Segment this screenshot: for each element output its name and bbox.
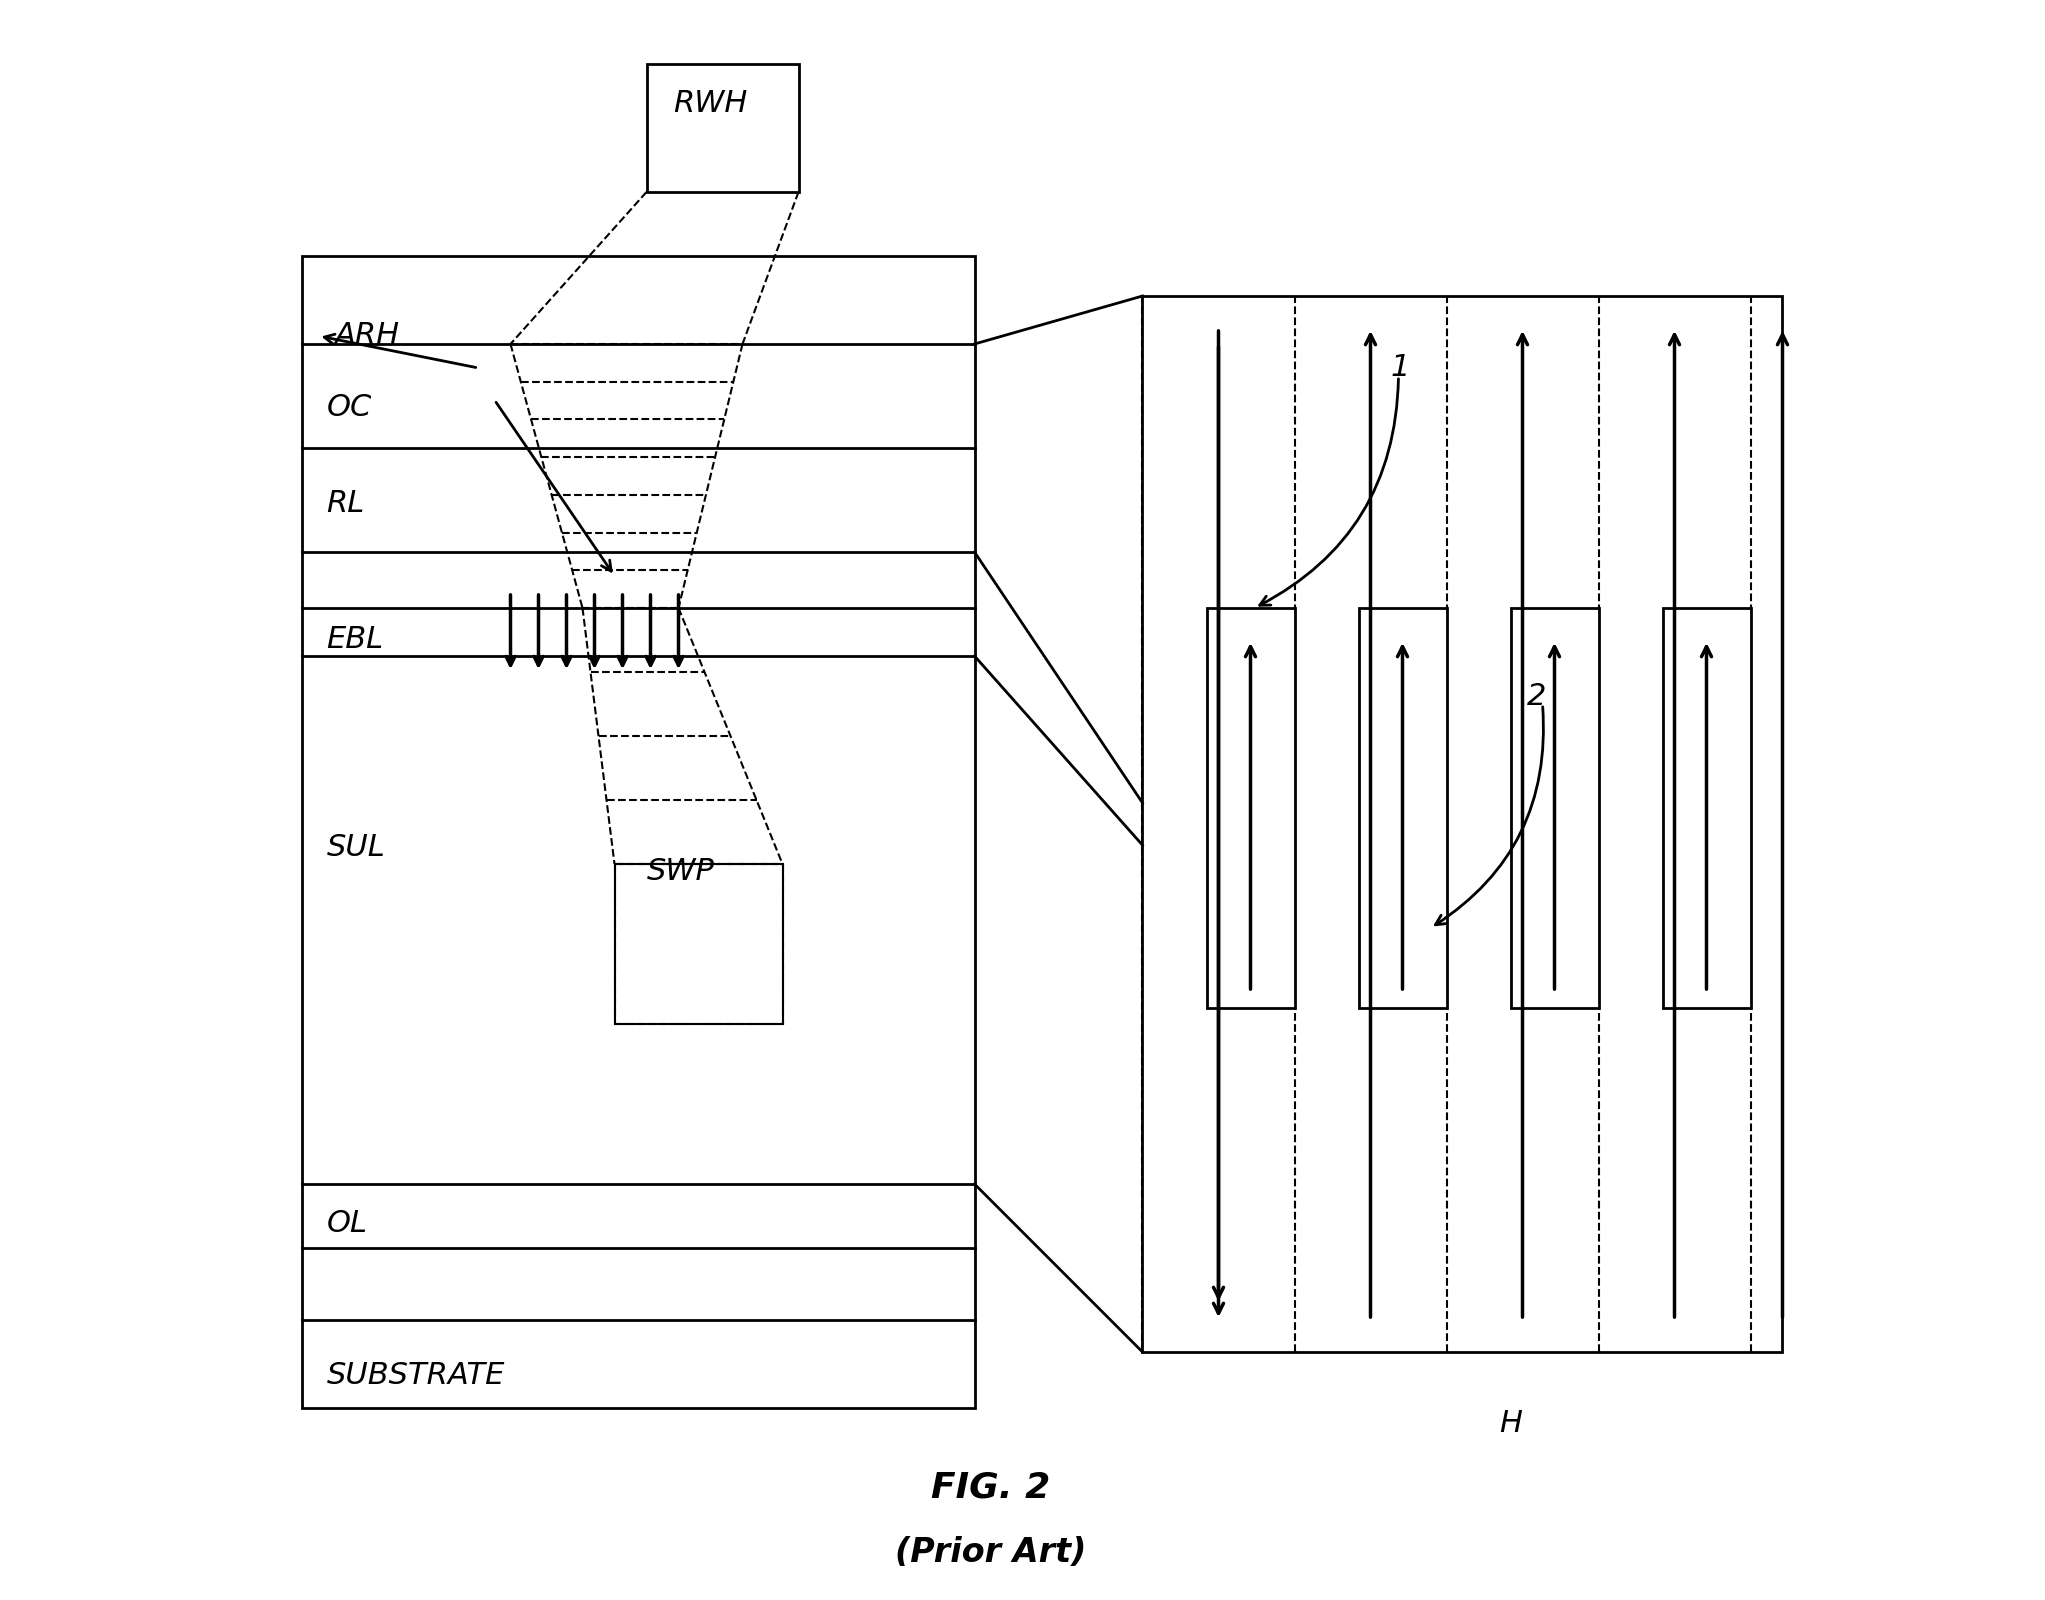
Text: EBL: EBL (327, 626, 384, 654)
Text: OC: OC (327, 394, 372, 422)
Bar (1511, 608, 1599, 1008)
Text: 2: 2 (1526, 682, 1546, 710)
Text: RL: RL (327, 490, 364, 518)
Text: H: H (1499, 1410, 1521, 1438)
Bar (614, 864, 783, 1024)
Text: (Prior Art): (Prior Art) (896, 1536, 1086, 1568)
Bar (646, 64, 798, 192)
Text: OL: OL (327, 1210, 368, 1238)
Text: 1: 1 (1391, 354, 1409, 382)
Text: SUBSTRATE: SUBSTRATE (327, 1362, 505, 1390)
Bar (303, 256, 975, 1408)
Bar (1663, 608, 1751, 1008)
Bar (1358, 608, 1446, 1008)
Text: ARH: ARH (335, 322, 399, 350)
Bar (1143, 296, 1783, 1352)
Text: RWH: RWH (673, 90, 748, 118)
Text: SUL: SUL (327, 834, 384, 862)
Bar (614, 864, 783, 1024)
Text: SWP: SWP (646, 858, 714, 886)
Bar (1207, 608, 1294, 1008)
Text: FIG. 2: FIG. 2 (930, 1470, 1051, 1506)
